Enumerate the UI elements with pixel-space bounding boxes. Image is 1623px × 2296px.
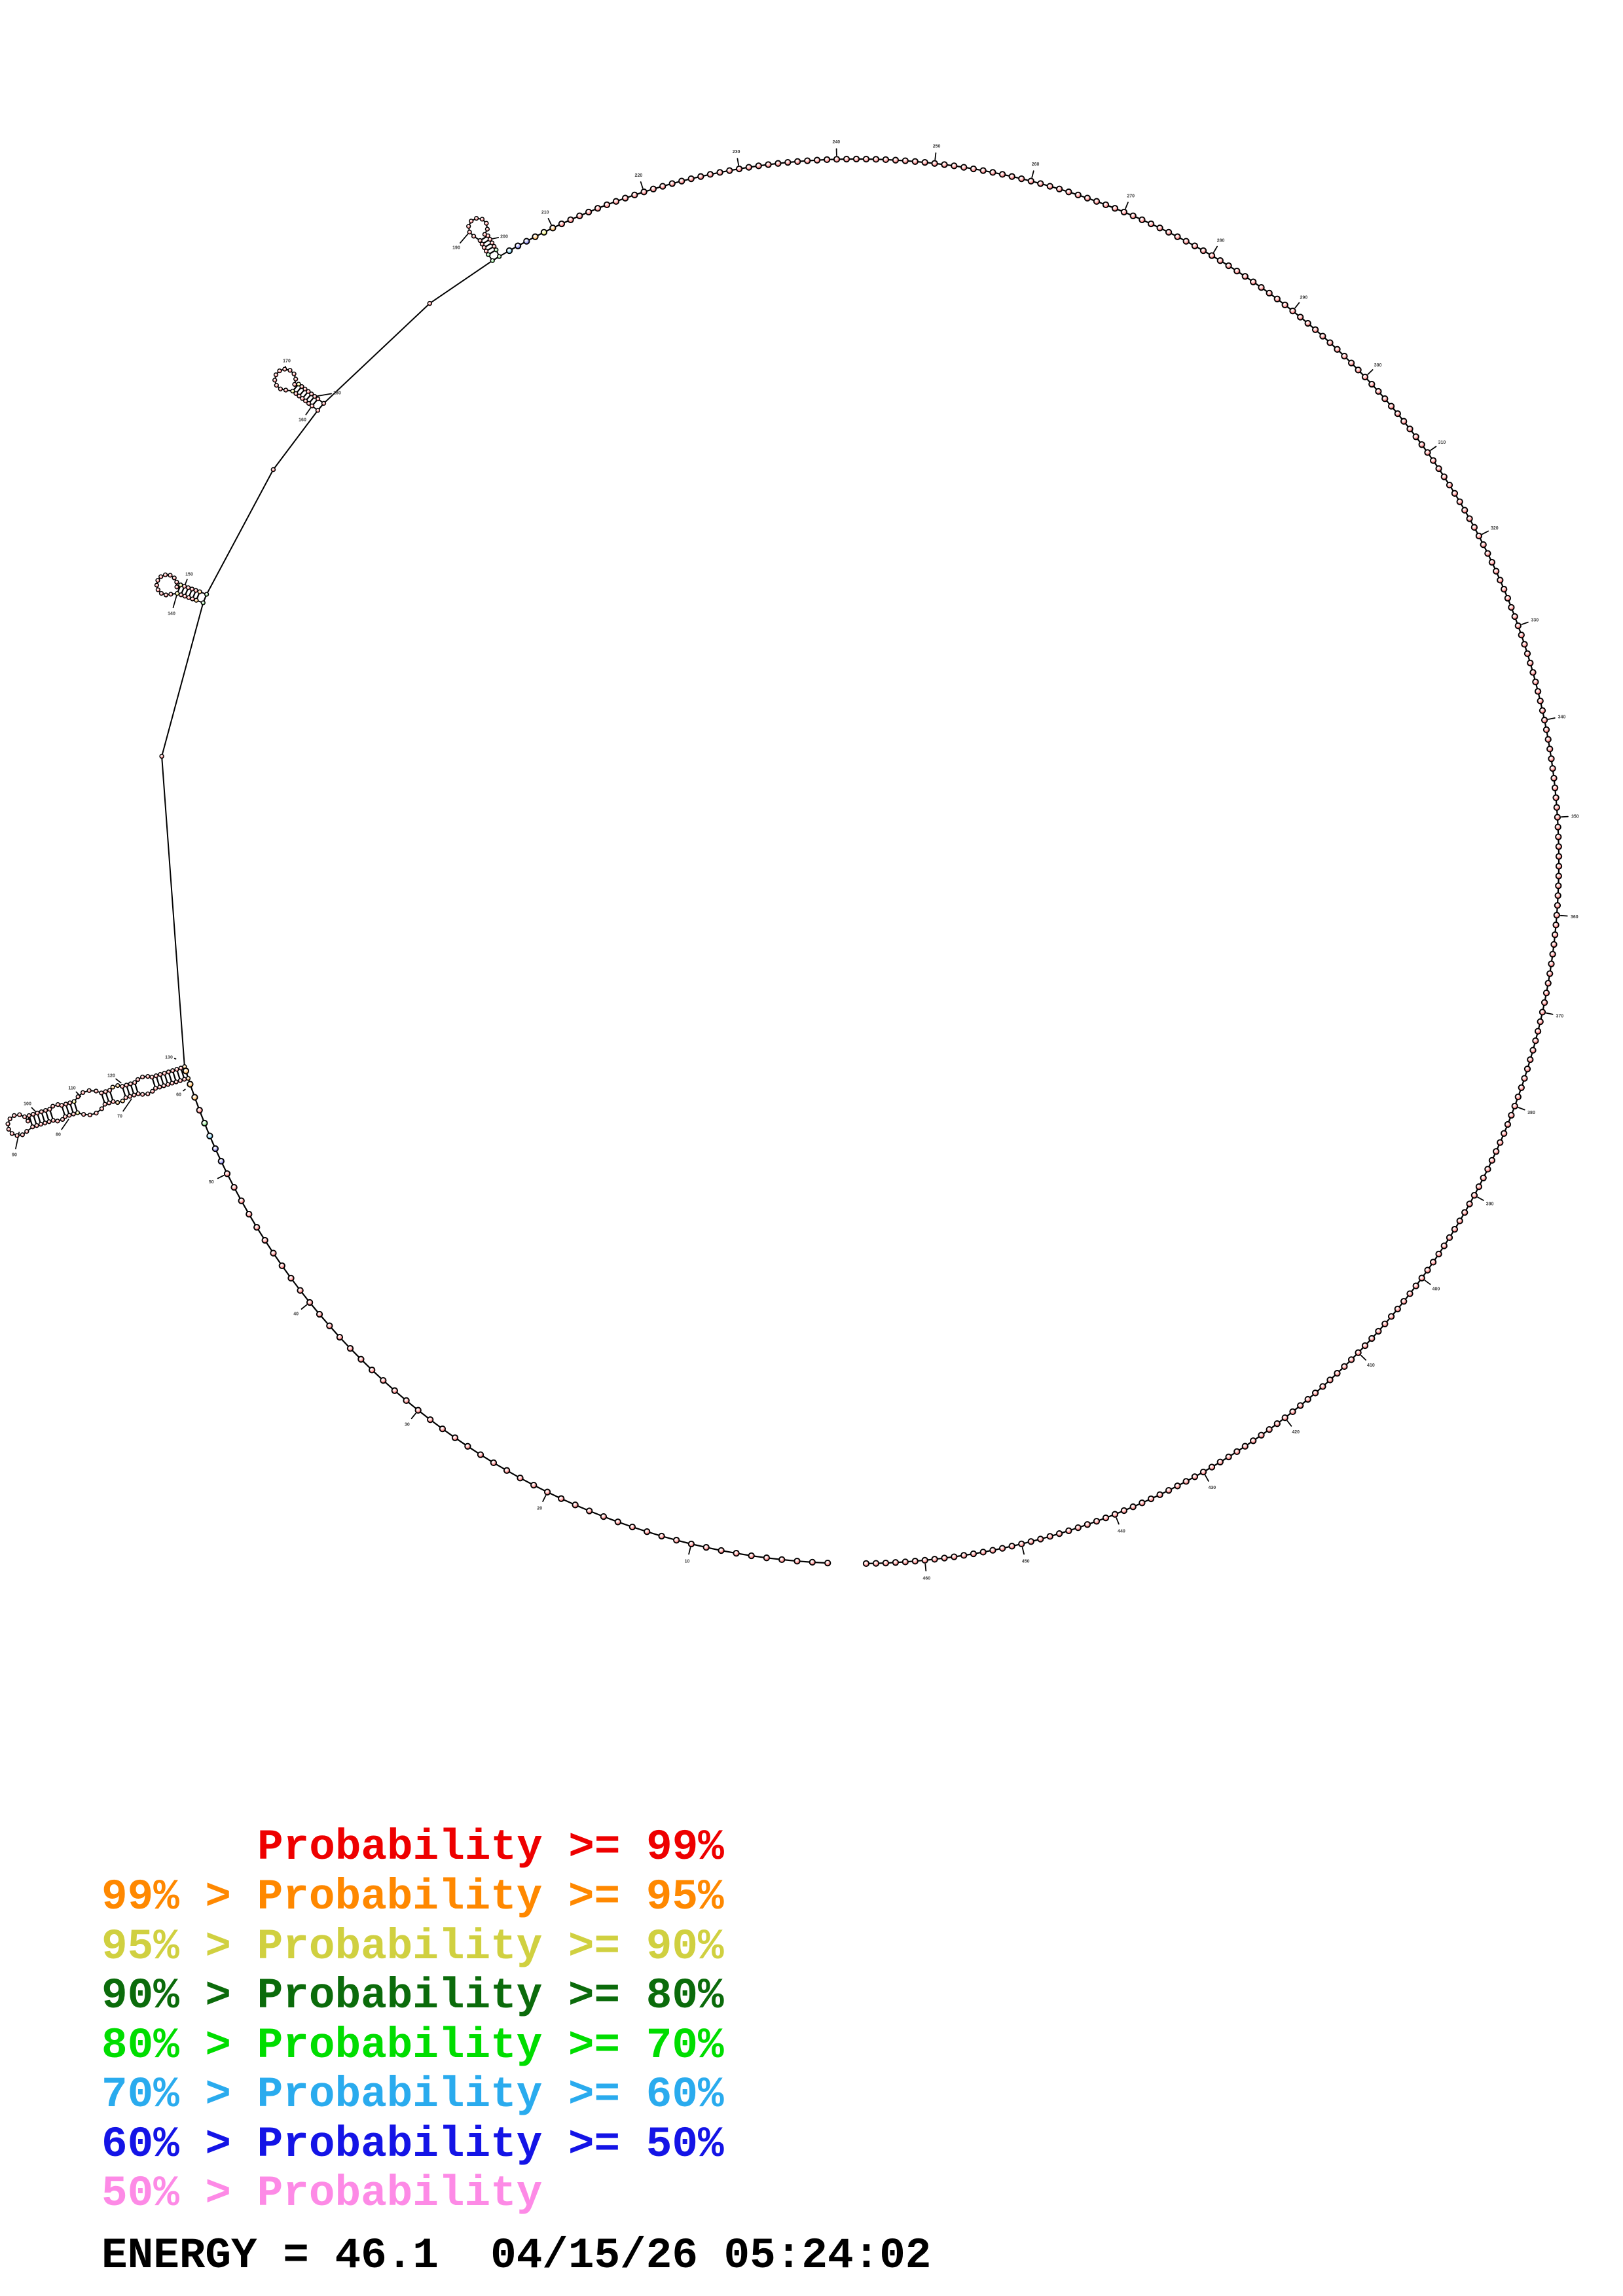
svg-text:80% > Probability >= 70%: 80% > Probability >= 70%	[101, 2021, 724, 2070]
svg-text:30: 30	[405, 1422, 410, 1427]
svg-text:380: 380	[1527, 1111, 1535, 1115]
svg-text:130: 130	[165, 1056, 173, 1060]
svg-text:10: 10	[685, 1560, 690, 1564]
svg-text:99% > Probability >= 95%: 99% > Probability >= 95%	[101, 1873, 724, 1922]
svg-text:360: 360	[1571, 915, 1578, 920]
svg-text:210: 210	[541, 211, 549, 215]
svg-text:70% > Probability >= 60%: 70% > Probability >= 60%	[101, 2070, 724, 2119]
svg-text:60% > Probability >= 50%: 60% > Probability >= 50%	[101, 2120, 724, 2169]
svg-text:220: 220	[635, 173, 643, 178]
svg-text:240: 240	[832, 140, 840, 145]
svg-text:460: 460	[922, 1576, 930, 1581]
svg-text:430: 430	[1208, 1486, 1216, 1490]
svg-text:50% > Probability: 50% > Probability	[101, 2169, 542, 2218]
svg-text:90% > Probability >= 80%: 90% > Probability >= 80%	[101, 1971, 724, 2020]
svg-text:230: 230	[733, 150, 740, 154]
svg-text:390: 390	[1486, 1202, 1494, 1207]
svg-text:140: 140	[168, 612, 175, 617]
svg-text:300: 300	[1374, 363, 1382, 368]
svg-text:440: 440	[1118, 1529, 1125, 1534]
svg-text:310: 310	[1438, 440, 1446, 445]
svg-text:270: 270	[1127, 194, 1135, 199]
svg-text:80: 80	[56, 1133, 61, 1138]
svg-text:150: 150	[185, 573, 193, 577]
svg-text:320: 320	[1491, 526, 1499, 531]
svg-text:340: 340	[1558, 715, 1566, 719]
svg-text:120: 120	[107, 1074, 115, 1079]
svg-text:410: 410	[1367, 1363, 1375, 1368]
svg-text:95% > Probability >= 90%: 95% > Probability >= 90%	[101, 1922, 724, 1971]
svg-text:90: 90	[12, 1153, 17, 1158]
svg-text:450: 450	[1022, 1560, 1030, 1564]
svg-text:40: 40	[293, 1312, 299, 1316]
svg-text:100: 100	[24, 1102, 31, 1107]
svg-text:250: 250	[933, 144, 941, 149]
svg-text:420: 420	[1292, 1430, 1300, 1435]
svg-text:60: 60	[176, 1093, 181, 1098]
svg-text:20: 20	[537, 1506, 542, 1511]
svg-text:370: 370	[1556, 1014, 1563, 1019]
svg-text:50: 50	[209, 1180, 214, 1185]
svg-text:160: 160	[299, 418, 306, 423]
svg-text:Probability >= 99%: Probability >= 99%	[257, 1823, 724, 1872]
svg-text:400: 400	[1432, 1287, 1440, 1291]
svg-text:190: 190	[452, 246, 460, 251]
svg-text:330: 330	[1531, 619, 1539, 623]
svg-text:200: 200	[500, 235, 508, 240]
svg-text:70: 70	[117, 1115, 122, 1119]
svg-text:260: 260	[1032, 162, 1040, 167]
svg-text:110: 110	[68, 1086, 75, 1091]
svg-text:170: 170	[283, 359, 291, 364]
svg-text:280: 280	[1217, 239, 1225, 243]
svg-text:180: 180	[333, 391, 341, 396]
svg-text:350: 350	[1571, 814, 1579, 819]
svg-text:290: 290	[1300, 295, 1307, 300]
svg-text:ENERGY = 46.1 04/15/26 05:24:: ENERGY = 46.1 04/15/26 05:24:02	[101, 2231, 931, 2280]
